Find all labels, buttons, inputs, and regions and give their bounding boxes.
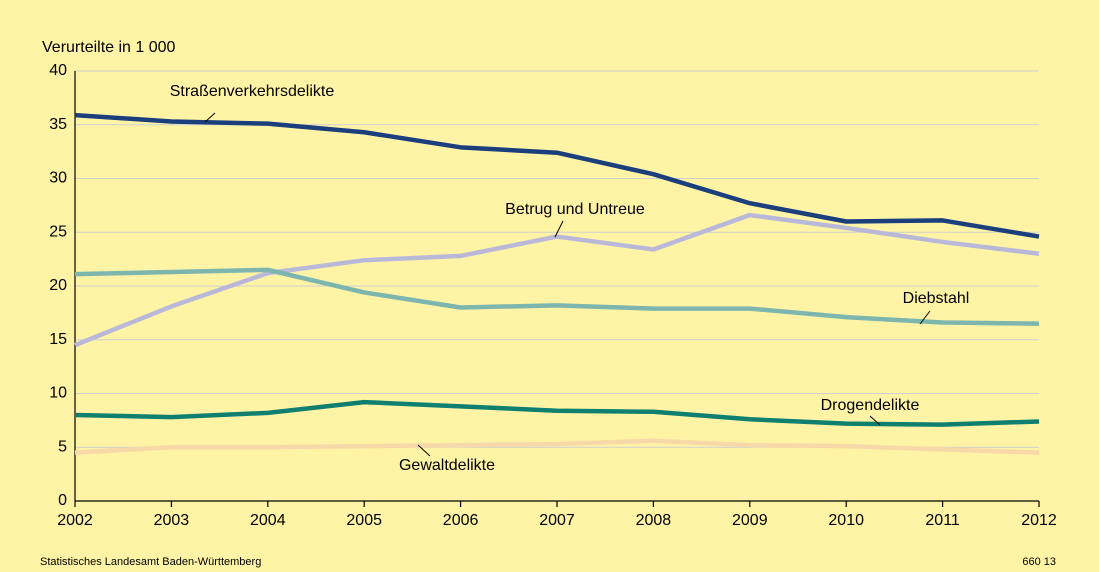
series-label: Betrug und Untreue (505, 201, 645, 218)
x-tick-label: 2007 (539, 512, 575, 529)
y-tick-label: 5 (58, 438, 67, 455)
series-line (74, 212, 1040, 348)
x-tick-label: 2004 (250, 512, 286, 529)
x-tick-label: 2008 (636, 512, 672, 529)
leader-line (204, 112, 216, 123)
series-label: Gewaltdelikte (399, 457, 495, 474)
x-tick-label: 2006 (443, 512, 479, 529)
series-label: Straßenverkehrsdelikte (170, 83, 335, 100)
y-tick-label: 10 (49, 385, 67, 402)
y-axis-label: Verurteilte in 1 000 (42, 39, 176, 56)
x-tick-label: 2005 (346, 512, 382, 529)
y-tick-label: 25 (49, 223, 67, 240)
leader-line (919, 310, 931, 325)
y-tick-label: 15 (49, 331, 67, 348)
leader-line (869, 415, 881, 426)
x-tick-label: 2002 (57, 512, 93, 529)
x-tick-label: 2009 (732, 512, 768, 529)
code: 660 13 (1022, 556, 1056, 568)
series-line (74, 267, 1040, 326)
x-tick-label: 2011 (925, 512, 960, 529)
series-label: Diebstahl (903, 290, 970, 307)
series-line (74, 438, 1040, 455)
leader-line (417, 444, 431, 457)
x-tick-label: 2003 (154, 512, 190, 529)
y-tick-label: 20 (49, 277, 67, 294)
y-tick-label: 30 (49, 170, 67, 187)
leader-line (554, 220, 564, 238)
y-tick-label: 40 (49, 62, 67, 79)
y-tick-label: 35 (49, 116, 67, 133)
series-line (74, 112, 1040, 239)
y-tick-label: 0 (58, 492, 67, 509)
source: Statistisches Landesamt Baden-Württember… (40, 556, 261, 568)
series-label: Drogendelikte (821, 397, 920, 414)
x-tick-label: 2010 (828, 512, 864, 529)
x-tick-label: 2012 (1021, 512, 1057, 529)
